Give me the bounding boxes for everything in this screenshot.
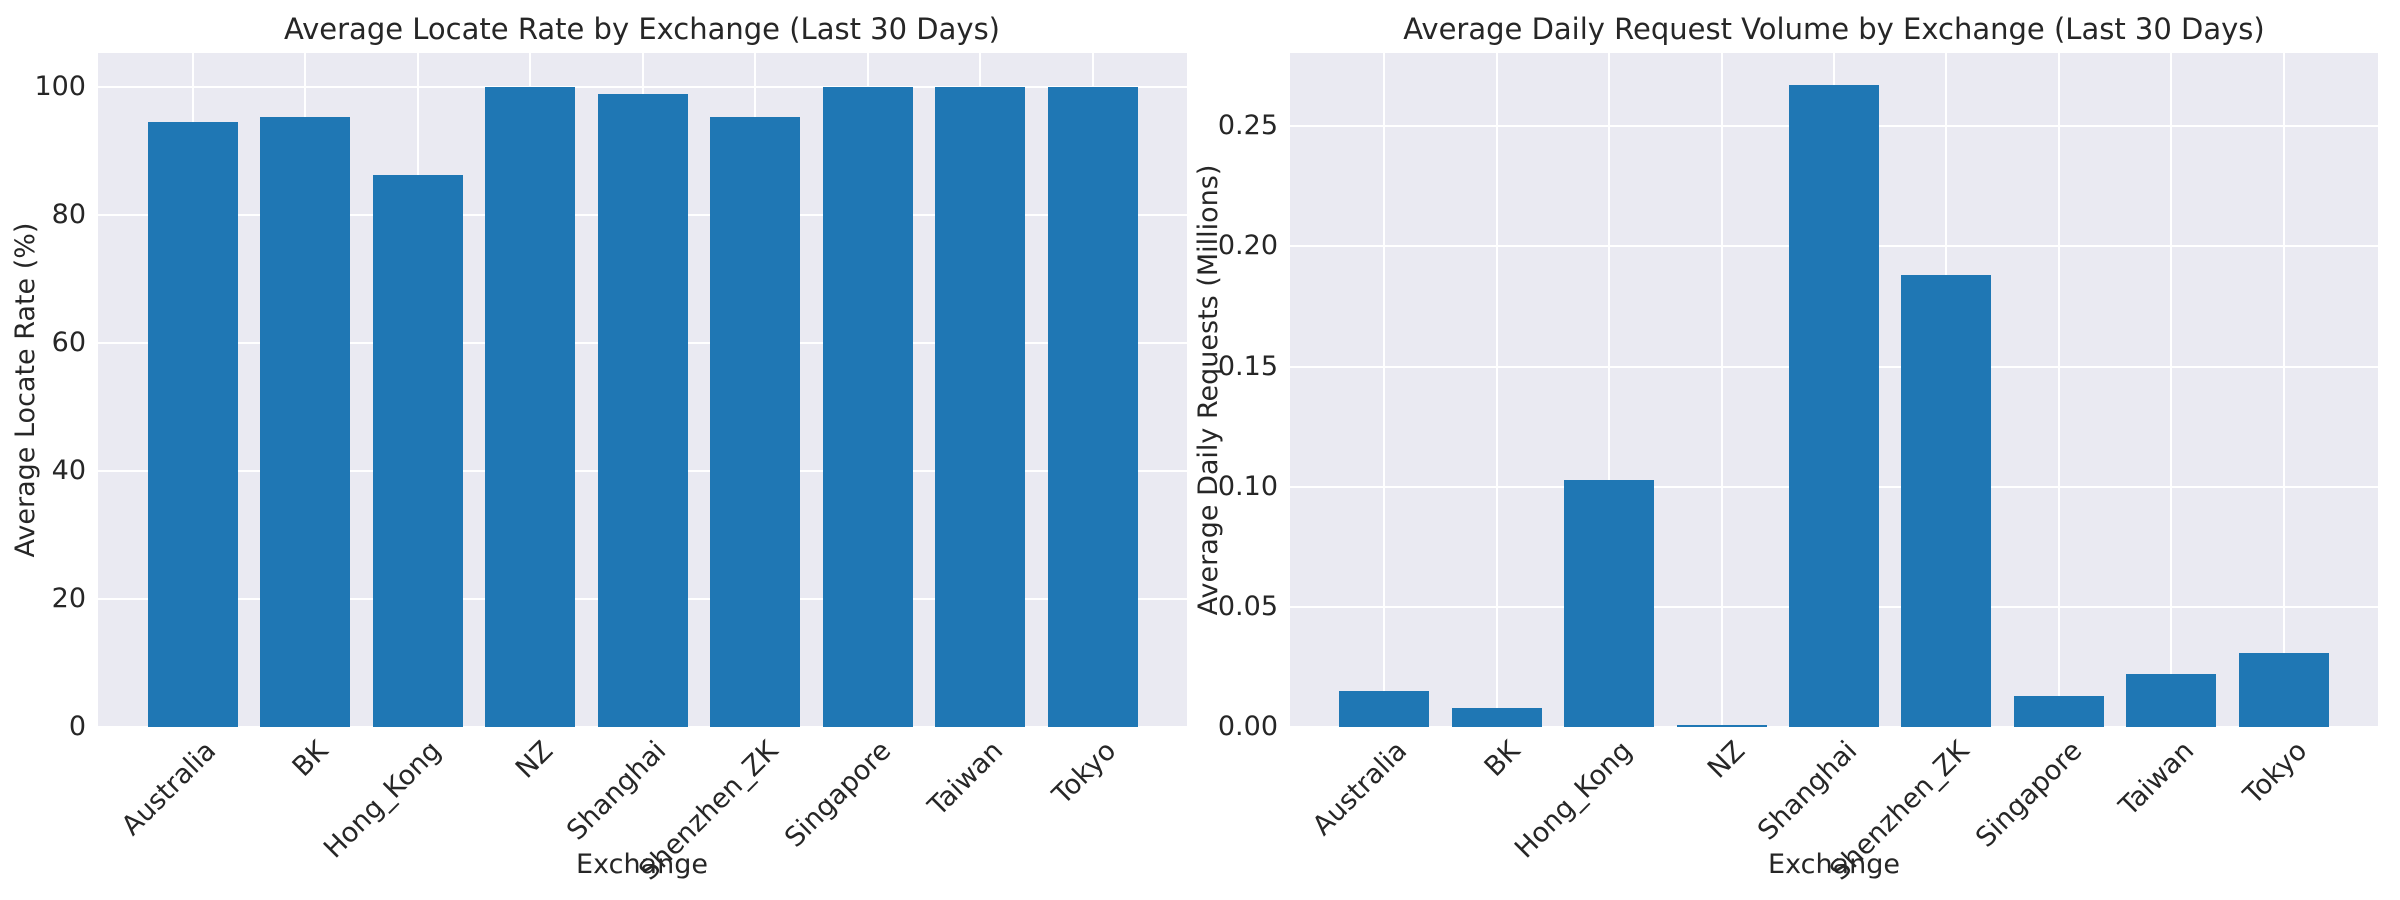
bar-tokyo <box>1047 86 1138 727</box>
bar-bk <box>1451 707 1542 727</box>
bar-shanghai <box>1789 85 1879 727</box>
bar-shanghai <box>597 93 688 727</box>
v-gridline <box>1383 53 1386 727</box>
bar-hong_kong <box>1564 479 1655 727</box>
bar-taiwan <box>935 86 1025 727</box>
v-gridline <box>2282 53 2285 727</box>
bar-tokyo <box>2238 652 2329 727</box>
bar-taiwan <box>2126 674 2217 727</box>
y-tick-label: 80 <box>51 198 86 230</box>
h-gridline <box>98 726 1187 728</box>
bar-singapore <box>822 86 913 727</box>
y-tick-label: 0.20 <box>1217 230 1278 262</box>
bar-singapore <box>2013 695 2104 727</box>
y-tick-label: 40 <box>51 454 86 486</box>
y-tick-label: 0.15 <box>1217 350 1278 382</box>
bar-nz <box>1676 724 1767 727</box>
chart-title-locate-rate: Average Locate Rate by Exchange (Last 30… <box>283 12 1000 46</box>
bar-shenzhen_zk <box>710 117 800 727</box>
x-axis-label-left: Exchange <box>576 849 708 880</box>
v-gridline <box>1495 53 1498 727</box>
y-tick-label: 0.10 <box>1217 470 1278 502</box>
y-tick-label: 100 <box>34 70 86 102</box>
h-gridline <box>1290 726 2378 728</box>
y-axis-label-locate-rate: Average Locate Rate (%) <box>10 222 41 558</box>
v-gridline <box>2170 53 2173 727</box>
bar-hong_kong <box>372 175 463 727</box>
y-tick-label: 60 <box>51 326 86 358</box>
bar-nz <box>485 86 575 727</box>
bar-australia <box>147 122 238 727</box>
bar-australia <box>1339 690 1430 727</box>
y-tick-label: 0.25 <box>1217 110 1278 142</box>
bar-shenzhen_zk <box>1901 275 1992 727</box>
y-tick-label: 0 <box>68 711 86 742</box>
chart-title-request-volume: Average Daily Request Volume by Exchange… <box>1403 12 2265 46</box>
v-gridline <box>1608 53 1611 727</box>
y-tick-label: 0.00 <box>1217 711 1278 742</box>
bar-bk <box>260 117 350 727</box>
x-axis-label-right: Exchange <box>1768 849 1900 880</box>
y-tick-label: 20 <box>51 582 86 614</box>
v-gridline <box>1720 53 1723 727</box>
v-gridline <box>2057 53 2060 727</box>
y-axis-label-request-volume: Average Daily Requests (Millions) <box>1193 164 1224 616</box>
y-tick-label: 0.05 <box>1217 590 1278 622</box>
